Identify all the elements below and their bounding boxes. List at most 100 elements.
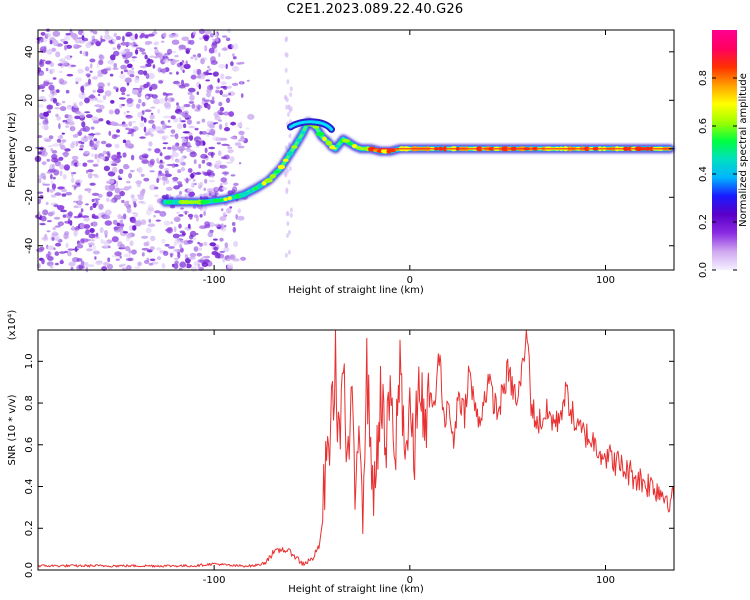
noise-blob	[89, 70, 93, 73]
noise-blob	[76, 200, 83, 205]
ridge-blob	[334, 145, 341, 148]
noise-blob	[52, 77, 57, 80]
noise-blob	[158, 80, 164, 84]
noise-blob	[218, 112, 224, 116]
noise-blob	[185, 177, 189, 184]
noise-blob	[49, 62, 55, 67]
noise-blob	[149, 184, 157, 191]
noise-blob	[125, 51, 133, 58]
spectrogram-panel: -100 0 100 -40 -20 0 20 40 Height of straight l…	[7, 28, 675, 296]
spectrogram-x-tick-label: 0	[407, 275, 413, 286]
ridge-blob	[273, 170, 281, 174]
noise-blob	[75, 140, 79, 147]
noise-blob	[51, 47, 56, 53]
noise-blob	[201, 131, 208, 135]
noise-blob	[107, 257, 111, 263]
noise-blob	[47, 250, 51, 258]
snr-x-tick-label: -100	[203, 575, 226, 586]
noise-blob	[284, 171, 288, 177]
noise-blob	[213, 251, 217, 255]
noise-blob	[163, 250, 169, 256]
noise-blob	[147, 223, 156, 227]
noise-blob	[171, 144, 179, 151]
noise-blob	[78, 101, 83, 106]
noise-blob	[135, 213, 139, 217]
noise-blob	[196, 121, 201, 125]
noise-blob	[165, 179, 170, 184]
noise-blob	[222, 212, 227, 217]
noise-blob	[153, 214, 157, 218]
noise-blob	[196, 74, 201, 79]
noise-blob	[183, 103, 191, 108]
noise-blob	[284, 67, 288, 73]
noise-blob	[91, 39, 99, 44]
noise-blob	[150, 235, 156, 242]
noise-blob	[37, 151, 42, 155]
noise-blob	[158, 98, 165, 104]
noise-blob	[218, 64, 226, 69]
noise-blob	[199, 131, 203, 135]
noise-blob	[126, 232, 132, 239]
noise-blob	[49, 40, 53, 45]
noise-blob	[193, 214, 199, 218]
noise-blob	[173, 248, 179, 252]
noise-blob	[98, 59, 104, 65]
noise-blob	[192, 54, 197, 57]
snr-series-line	[37, 329, 675, 568]
noise-blob	[92, 202, 97, 208]
noise-blob	[119, 224, 125, 227]
noise-blob	[55, 51, 61, 58]
noise-blob	[289, 207, 293, 213]
noise-blob	[128, 128, 134, 134]
noise-blob	[220, 208, 224, 212]
noise-blob	[148, 218, 152, 223]
noise-blob	[183, 123, 187, 129]
noise-blob	[54, 192, 62, 196]
noise-blob	[57, 63, 63, 67]
noise-blob	[123, 163, 129, 170]
noise-blob	[231, 82, 239, 86]
noise-blob	[284, 145, 288, 151]
noise-blob	[58, 123, 61, 130]
noise-blob	[81, 84, 89, 87]
noise-blob	[240, 80, 243, 85]
noise-blob	[70, 142, 75, 149]
noise-blob	[108, 184, 116, 191]
noise-blob	[230, 61, 234, 67]
noise-blob	[100, 39, 106, 42]
noise-blob	[193, 246, 199, 252]
ridge-blob	[347, 141, 354, 146]
noise-blob	[178, 117, 182, 123]
noise-blob	[141, 117, 145, 120]
noise-blob	[220, 177, 227, 183]
noise-blob	[193, 261, 199, 267]
noise-blob	[87, 264, 95, 267]
noise-blob	[237, 62, 242, 65]
noise-blob	[204, 221, 211, 227]
snr-axes: -100 0 100 0.0 0.2 0.4 0.6 0.8 1.0	[24, 330, 674, 586]
noise-blob	[197, 263, 201, 270]
noise-blob	[46, 48, 53, 55]
noise-blob	[108, 178, 115, 184]
noise-blob	[81, 265, 85, 269]
noise-blob	[65, 234, 70, 239]
noise-blob	[74, 246, 78, 253]
noise-blob	[147, 33, 155, 37]
noise-blob	[113, 226, 118, 231]
noise-blob	[46, 261, 54, 267]
noise-blob	[153, 42, 159, 46]
noise-blob	[139, 122, 145, 128]
noise-blob	[74, 38, 82, 44]
noise-blob	[198, 83, 201, 90]
noise-blob	[177, 123, 183, 130]
noise-blob	[204, 45, 208, 52]
noise-blob	[135, 180, 143, 185]
noise-blob	[52, 39, 59, 47]
noise-blob	[51, 157, 59, 163]
noise-blob	[126, 110, 130, 113]
noise-blob	[200, 58, 205, 65]
noise-blob	[216, 142, 221, 145]
noise-blob	[288, 166, 292, 172]
noise-blob	[224, 127, 230, 132]
noise-blob	[112, 219, 118, 225]
